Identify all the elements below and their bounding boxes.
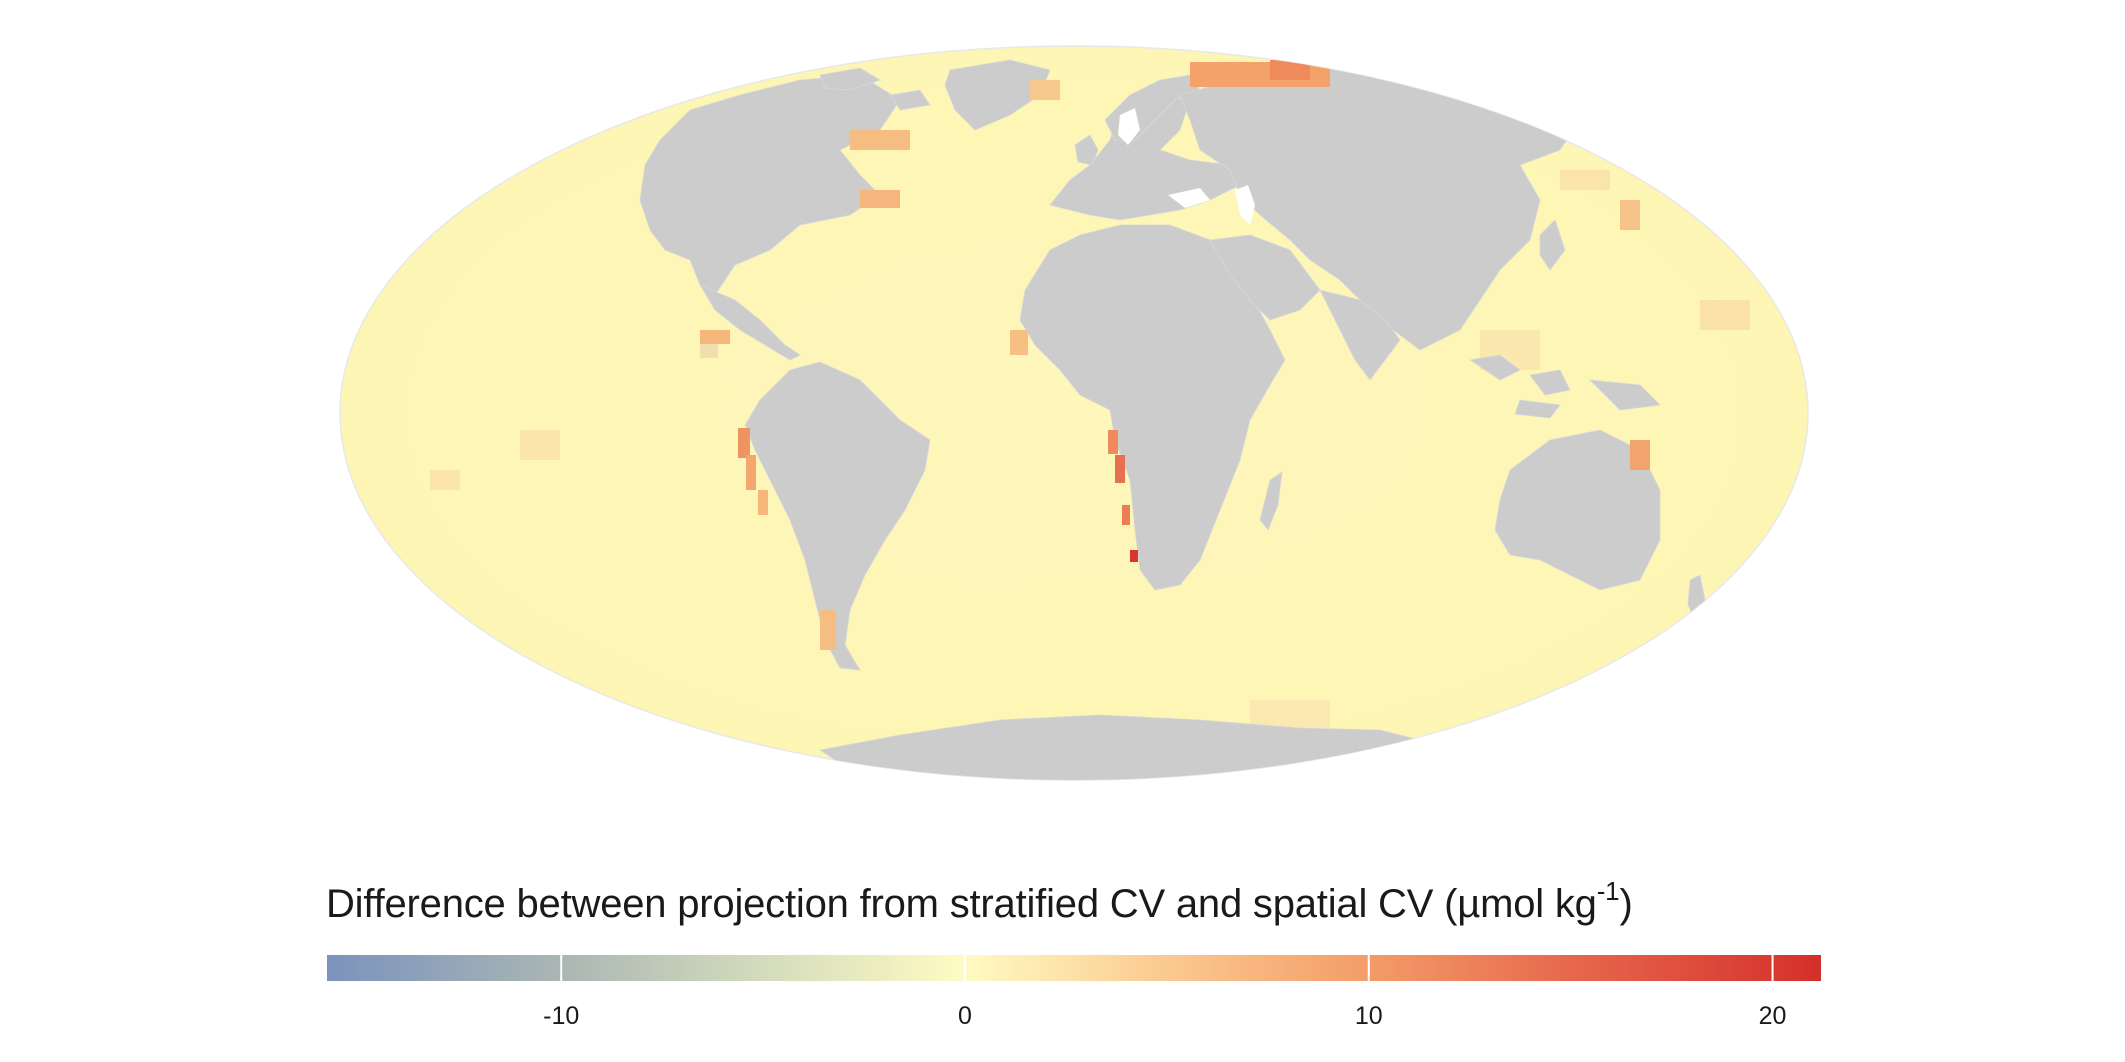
colorbar-tick-label: -10 (543, 1002, 580, 1030)
land (639, 59, 1706, 780)
greenland (944, 59, 1051, 131)
antarctica (818, 714, 1422, 780)
south-america (744, 361, 931, 671)
legend-title-sup: -1 (1596, 876, 1620, 906)
british-isles (1074, 134, 1099, 166)
southeast-asia-islands (1468, 354, 1661, 419)
caspian-sea (1235, 185, 1255, 225)
arctic-islands (819, 67, 931, 111)
colorbar-tick-label: 20 (1758, 1002, 1787, 1030)
india (1319, 289, 1401, 381)
black-sea (1168, 188, 1210, 208)
baltic-sea (1118, 108, 1140, 145)
legend-title-main: Difference between projection from strat… (326, 882, 1597, 926)
ocean-anomaly-patches (430, 170, 1750, 730)
colorbar-tick-label: 0 (958, 1002, 972, 1030)
arabian-peninsula (1209, 234, 1321, 321)
central-america (699, 284, 801, 361)
ocean (339, 45, 1809, 781)
anomaly-hotspots (700, 60, 1650, 650)
japan (1539, 219, 1566, 271)
colorbar-tick-label: 10 (1354, 1002, 1383, 1030)
colorbar (327, 955, 1821, 981)
inland-waters (1118, 108, 1255, 225)
colorbar-gradient (327, 955, 1821, 981)
europe (1049, 94, 1241, 221)
australia (1494, 429, 1661, 591)
legend-title-close: ) (1619, 882, 1633, 926)
legend-title: Difference between projection from strat… (326, 878, 1633, 927)
madagascar (1259, 471, 1283, 531)
